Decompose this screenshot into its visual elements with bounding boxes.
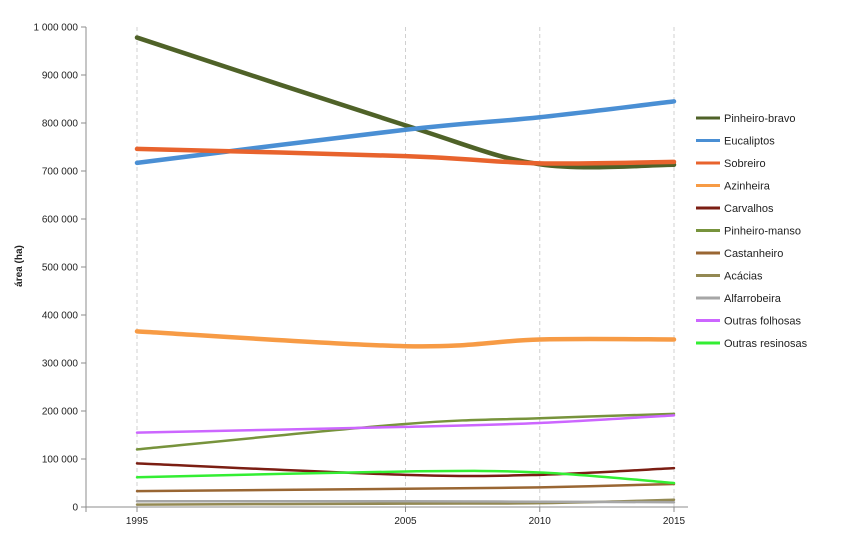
y-tick-label: 800 000 xyxy=(42,119,79,130)
y-tick-label: 900 000 xyxy=(42,71,79,82)
y-tick-label: 0 xyxy=(72,503,78,514)
legend-item-pinheiro-manso: Pinheiro-manso xyxy=(696,226,801,238)
legend-item-pinheiro-bravo: Pinheiro-bravo xyxy=(696,113,796,125)
y-tick-label: 600 000 xyxy=(42,215,79,226)
y-tick-label: 400 000 xyxy=(42,311,79,322)
legend: Pinheiro-bravo Eucaliptos Sobreiro Azinheir… xyxy=(696,113,808,350)
series-lines xyxy=(134,35,677,506)
x-tick-label: 1995 xyxy=(126,516,149,527)
legend-label: Azinheira xyxy=(724,181,771,193)
legend-item-alfarrobeira: Alfarrobeira xyxy=(696,293,782,305)
y-axis-label: área (ha) xyxy=(14,245,25,287)
x-tick-label: 2015 xyxy=(663,516,686,527)
legend-label: Alfarrobeira xyxy=(724,293,782,305)
legend-item-eucaliptos: Eucaliptos xyxy=(696,136,775,148)
axes: 0 100 000 200 000 300 000 400 000 500 000 600 … xyxy=(34,23,688,527)
series-line-sobreiro xyxy=(134,146,677,166)
legend-label: Acácias xyxy=(724,271,763,283)
legend-label: Eucaliptos xyxy=(724,136,775,148)
legend-label: Carvalhos xyxy=(724,203,774,215)
legend-label: Castanheiro xyxy=(724,248,783,260)
y-tick-label: 100 000 xyxy=(42,455,79,466)
x-tick-label: 2005 xyxy=(394,516,417,527)
legend-label: Pinheiro-manso xyxy=(724,226,801,238)
legend-item-castanheiro: Castanheiro xyxy=(696,248,783,260)
legend-item-outras-resinosas: Outras resinosas xyxy=(696,338,808,350)
legend-label: Outras resinosas xyxy=(724,338,808,350)
legend-label: Pinheiro-bravo xyxy=(724,113,796,125)
series-line-outras-resinosas xyxy=(135,469,676,485)
series-line-azinheira xyxy=(134,329,677,349)
series-line-pinheiro-bravo xyxy=(134,35,677,170)
y-tick-label: 200 000 xyxy=(42,407,79,418)
grid xyxy=(136,27,675,507)
series-line-pinheiro-manso xyxy=(135,412,676,451)
y-tick-label: 700 000 xyxy=(42,167,79,178)
legend-label: Outras folhosas xyxy=(724,316,802,328)
legend-item-azinheira: Azinheira xyxy=(696,181,771,193)
series-line-outras-folhosas xyxy=(135,414,676,434)
series-line-alfarrobeira xyxy=(135,499,676,504)
legend-item-carvalhos: Carvalhos xyxy=(696,203,774,215)
y-tick-label: 1 000 000 xyxy=(34,23,79,34)
legend-label: Sobreiro xyxy=(724,158,766,170)
y-tick-label: 500 000 xyxy=(42,263,79,274)
legend-item-outras-folhosas: Outras folhosas xyxy=(696,316,802,328)
series-line-carvalhos xyxy=(135,462,676,478)
series-line-castanheiro xyxy=(135,482,676,493)
legend-item-acacias: Acácias xyxy=(696,271,763,283)
legend-item-sobreiro: Sobreiro xyxy=(696,158,766,170)
y-tick-label: 300 000 xyxy=(42,359,79,370)
x-tick-label: 2010 xyxy=(529,516,552,527)
